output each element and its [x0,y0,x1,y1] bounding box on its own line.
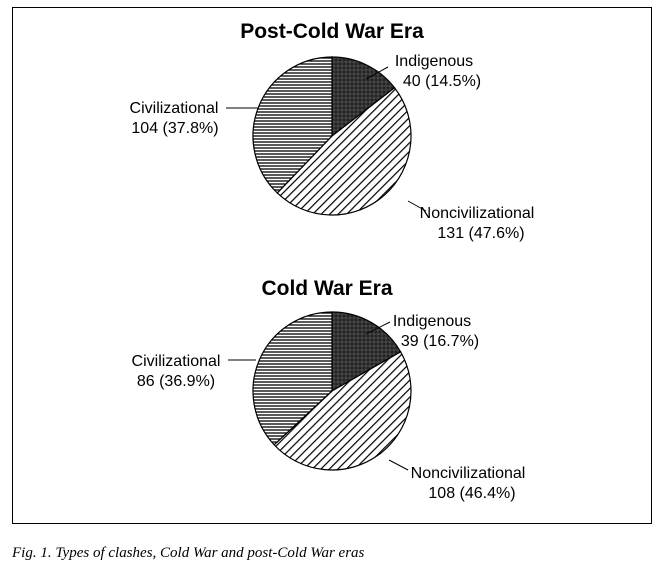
post-noncivilizational-value: 131 (47.6%) [437,225,524,242]
cold-civilizational-value: 86 (36.9%) [137,373,215,390]
cold-indigenous-name: Indigenous [393,313,471,330]
leader-line-indigenous-cold [365,321,391,335]
pie-slice-civilizational [252,311,333,446]
pie-slice-noncivilizational [273,350,412,471]
post-civilizational-value: 104 (37.8%) [131,120,218,137]
leader-line-indigenous-post [365,66,389,80]
pie-slice-noncivilizational [276,86,412,216]
post-indigenous-value: 40 (14.5%) [403,73,481,90]
leader-line-noncivilizational-cold [388,459,409,471]
leader-line-noncivilizational-post [407,200,427,212]
pie-slice-civilizational [252,56,333,194]
post-noncivilizational-name: Noncivilizational [420,205,535,222]
pie-cold-war: Cold War Era Indigenous 39 (16.7%) Nonci… [132,277,526,502]
cold-noncivilizational-name: Noncivilizational [411,465,526,482]
pie-post-cold-war: Post-Cold War Era Indigenous 40 (14.5%) … [130,20,535,242]
figure-caption: Fig. 1. Types of clashes, Cold War and p… [12,545,365,561]
post-civilizational-name: Civilizational [130,100,219,117]
post-indigenous-name: Indigenous [395,53,473,70]
cold-war-title: Cold War Era [261,277,392,300]
pie-slice-indigenous [331,56,396,138]
slices-cold-war [252,311,412,471]
pie-slice-indigenous [331,311,402,393]
post-cold-war-title: Post-Cold War Era [240,20,424,43]
slices-post-cold-war [252,56,412,216]
cold-civilizational-name: Civilizational [132,353,221,370]
cold-noncivilizational-value: 108 (46.4%) [428,485,515,502]
cold-indigenous-value: 39 (16.7%) [401,333,479,350]
